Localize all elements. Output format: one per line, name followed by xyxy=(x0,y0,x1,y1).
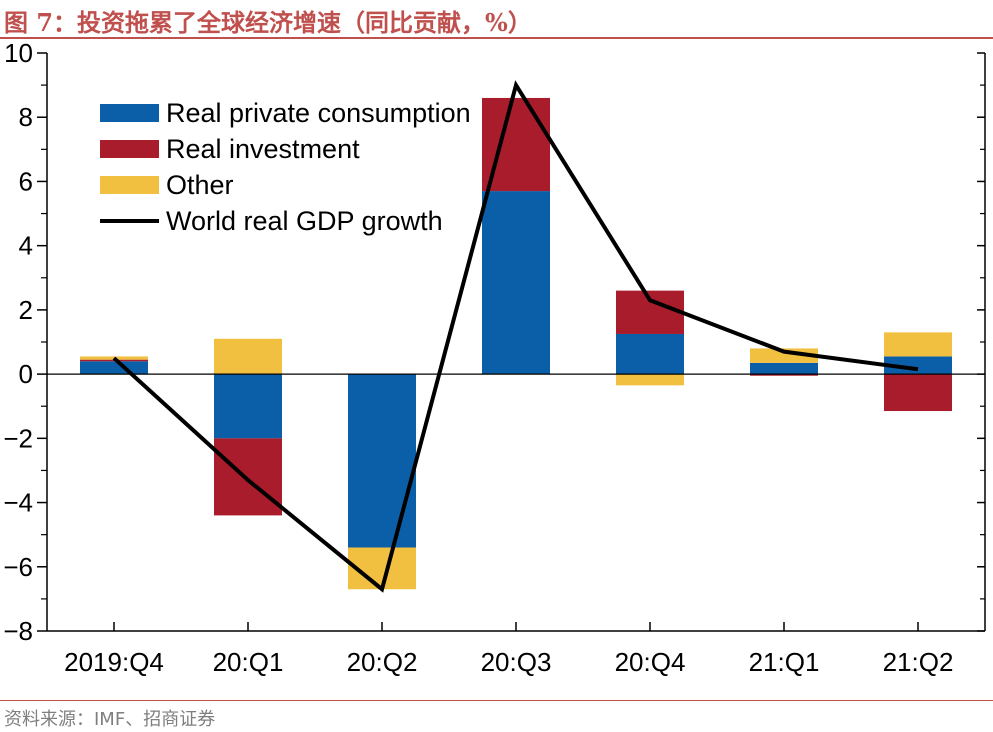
x-axis: 2019:Q4 20:Q1 20:Q2 20:Q3 20:Q4 21:Q1 21:Q2 xyxy=(64,622,953,677)
bar-consumption xyxy=(616,333,684,375)
bar-consumption xyxy=(482,191,550,375)
source-rule xyxy=(0,700,993,701)
y-tick-label: −4 xyxy=(3,488,33,518)
bar-investment xyxy=(750,374,818,376)
legend-label: Real investment xyxy=(166,134,360,164)
legend-swatch-other xyxy=(100,176,159,194)
bar-other xyxy=(884,332,952,357)
bar-investment xyxy=(214,438,282,516)
bar-consumption xyxy=(348,374,416,548)
y-tick-label: 10 xyxy=(4,40,33,68)
source-note: 资料来源：IMF、招商证券 xyxy=(4,709,216,730)
bar-other xyxy=(214,338,282,375)
y-axis: 10 8 6 4 2 0 −2 −4 −6 −8 xyxy=(3,40,985,646)
bar-investment xyxy=(884,374,952,412)
x-tick-label: 21:Q1 xyxy=(749,647,820,677)
title-rule xyxy=(0,37,993,39)
bar-consumption xyxy=(214,374,282,439)
x-tick-label: 21:Q2 xyxy=(883,647,954,677)
legend-swatch-investment xyxy=(100,140,159,158)
legend: Real private consumption Real investment O… xyxy=(100,98,471,236)
legend-label: Other xyxy=(166,170,234,200)
bar-consumption xyxy=(884,356,952,375)
x-tick-label: 20:Q1 xyxy=(213,647,284,677)
y-tick-label: 4 xyxy=(19,231,33,261)
y-tick-label: 2 xyxy=(19,295,33,325)
bar-other xyxy=(616,374,684,386)
figure-title: 图 7：投资拖累了全球经济增速（同比贡献，%） xyxy=(4,8,532,37)
x-tick-label: 2019:Q4 xyxy=(64,647,164,677)
y-tick-label: 6 xyxy=(19,166,33,196)
bar-consumption xyxy=(80,361,148,375)
legend-swatch-consumption xyxy=(100,104,159,122)
y-tick-label: −6 xyxy=(3,552,33,582)
legend-label: World real GDP growth xyxy=(166,206,443,236)
x-tick-label: 20:Q2 xyxy=(347,647,418,677)
y-tick-label: 0 xyxy=(19,359,33,389)
header: 图 7：投资拖累了全球经济增速（同比贡献，%） xyxy=(0,0,993,40)
legend-label: Real private consumption xyxy=(166,98,471,128)
gdp-line-group xyxy=(112,80,919,593)
y-tick-label: −2 xyxy=(3,423,33,453)
bar-consumption xyxy=(750,362,818,375)
y-tick-label: −8 xyxy=(3,616,33,646)
y-tick-label: 8 xyxy=(19,102,33,132)
x-tick-label: 20:Q4 xyxy=(615,647,686,677)
x-tick-label: 20:Q3 xyxy=(481,647,552,677)
